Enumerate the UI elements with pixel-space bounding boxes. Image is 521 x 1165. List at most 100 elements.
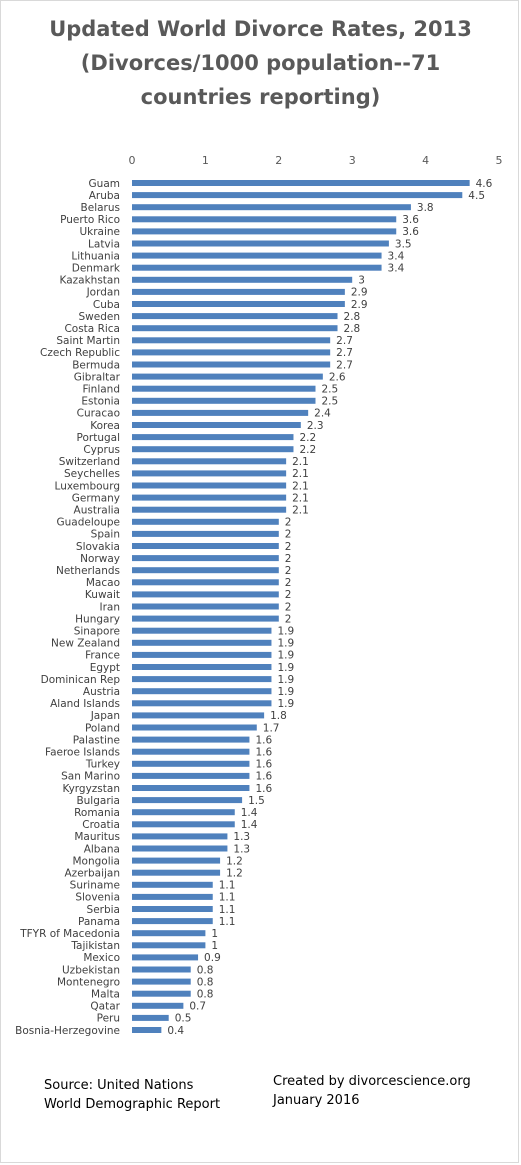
bar bbox=[132, 664, 272, 670]
category-label: Ukraine bbox=[79, 226, 120, 238]
category-label: Czech Republic bbox=[40, 347, 120, 359]
bar bbox=[132, 845, 228, 852]
category-label: Serbia bbox=[87, 904, 120, 916]
source-line-2: World Demographic Report bbox=[44, 1097, 221, 1112]
category-label: Seychelles bbox=[64, 468, 120, 480]
data-label: 2.9 bbox=[351, 299, 368, 311]
category-label: Guam bbox=[89, 178, 120, 190]
category-label: Malta bbox=[91, 989, 120, 1001]
x-tick-label: 5 bbox=[496, 154, 503, 167]
bars bbox=[132, 180, 470, 1033]
bar bbox=[132, 458, 287, 465]
data-label: 2 bbox=[285, 613, 292, 625]
data-label: 1.5 bbox=[248, 795, 265, 807]
data-label: 1.4 bbox=[241, 807, 258, 819]
data-label: 2 bbox=[285, 601, 292, 613]
category-label: Dominican Rep bbox=[41, 674, 121, 686]
category-label: Gibraltar bbox=[74, 371, 121, 383]
bar bbox=[132, 724, 257, 731]
chart-title-line-3: countries reporting) bbox=[140, 85, 381, 109]
category-label: Austria bbox=[83, 686, 120, 698]
bar bbox=[132, 555, 279, 562]
data-label: 4.6 bbox=[476, 178, 493, 190]
category-label: Romania bbox=[74, 807, 120, 819]
chart-title-line-1: Updated World Divorce Rates, 2013 bbox=[49, 17, 472, 41]
category-label: Kyrgyzstan bbox=[62, 783, 120, 795]
chart-title-line-2: (Divorces/1000 population--71 bbox=[80, 51, 441, 75]
bar bbox=[132, 506, 287, 513]
bar bbox=[132, 918, 213, 925]
bar bbox=[132, 470, 287, 477]
data-label: 2.1 bbox=[292, 456, 309, 468]
data-label: 1.9 bbox=[277, 626, 294, 638]
data-label: 0.9 bbox=[204, 952, 221, 964]
bar bbox=[132, 700, 272, 707]
data-label: 1.6 bbox=[255, 759, 272, 771]
data-label: 2.6 bbox=[329, 371, 346, 383]
category-label: Denmark bbox=[72, 263, 121, 275]
data-labels: 4.64.53.83.63.63.53.43.432.92.92.82.82.7… bbox=[167, 178, 492, 1037]
category-label: Peru bbox=[97, 1013, 120, 1025]
bar bbox=[132, 990, 191, 997]
category-label: Qatar bbox=[90, 1001, 120, 1013]
category-label: Iran bbox=[99, 601, 120, 613]
bar bbox=[132, 530, 279, 537]
data-label: 2 bbox=[285, 541, 292, 553]
data-label: 0.8 bbox=[197, 989, 214, 1001]
data-label: 1.4 bbox=[241, 819, 258, 831]
category-label: Tajikistan bbox=[70, 940, 120, 952]
bar bbox=[132, 942, 206, 949]
bar bbox=[132, 228, 397, 235]
category-label: Bermuda bbox=[72, 359, 120, 371]
category-label: Luxembourg bbox=[55, 480, 120, 492]
data-label: 3.6 bbox=[402, 214, 419, 226]
category-label: Slovenia bbox=[75, 892, 120, 904]
data-label: 1 bbox=[211, 940, 218, 952]
data-label: 3.6 bbox=[402, 226, 419, 238]
bar bbox=[132, 809, 235, 816]
bar bbox=[132, 736, 250, 743]
bar bbox=[132, 301, 345, 307]
data-label: 2.4 bbox=[314, 408, 331, 420]
category-label: Germany bbox=[72, 492, 120, 504]
data-label: 2 bbox=[285, 553, 292, 565]
data-label: 1.9 bbox=[277, 686, 294, 698]
x-tick-label: 1 bbox=[202, 154, 209, 167]
category-label: Korea bbox=[90, 420, 120, 432]
bar bbox=[132, 966, 191, 973]
category-label: Costa Rica bbox=[64, 323, 120, 335]
category-label: Jordan bbox=[86, 287, 120, 299]
bar bbox=[132, 893, 213, 900]
data-label: 2 bbox=[285, 577, 292, 589]
data-label: 0.7 bbox=[189, 1001, 206, 1013]
bar bbox=[132, 276, 353, 283]
bar bbox=[132, 385, 316, 392]
data-label: 0.4 bbox=[167, 1025, 184, 1037]
bar bbox=[132, 821, 235, 828]
chart-title: Updated World Divorce Rates, 2013 (Divor… bbox=[0, 12, 521, 114]
data-label: 1.6 bbox=[255, 771, 272, 783]
category-label: Aruba bbox=[89, 190, 120, 202]
data-label: 2.7 bbox=[336, 335, 353, 347]
data-label: 2.7 bbox=[336, 359, 353, 371]
category-label: Montenegro bbox=[57, 976, 120, 988]
bar bbox=[132, 930, 206, 937]
bar bbox=[132, 760, 250, 767]
bar bbox=[132, 772, 250, 779]
bar bbox=[132, 1027, 162, 1033]
category-label: San Marino bbox=[61, 771, 120, 783]
x-tick-label: 2 bbox=[275, 154, 282, 167]
data-label: 3 bbox=[358, 275, 365, 287]
data-label: 1.7 bbox=[263, 722, 280, 734]
category-label: Switzerland bbox=[59, 456, 120, 468]
category-label: Poland bbox=[85, 722, 120, 734]
bar bbox=[132, 676, 272, 683]
category-label: Sweden bbox=[79, 311, 121, 323]
category-label: Mauritus bbox=[74, 831, 120, 843]
category-label: Uzbekistan bbox=[62, 964, 120, 976]
data-label: 3.4 bbox=[388, 250, 405, 262]
bar bbox=[132, 579, 279, 586]
data-label: 2.8 bbox=[344, 323, 361, 335]
bar bbox=[132, 373, 323, 380]
